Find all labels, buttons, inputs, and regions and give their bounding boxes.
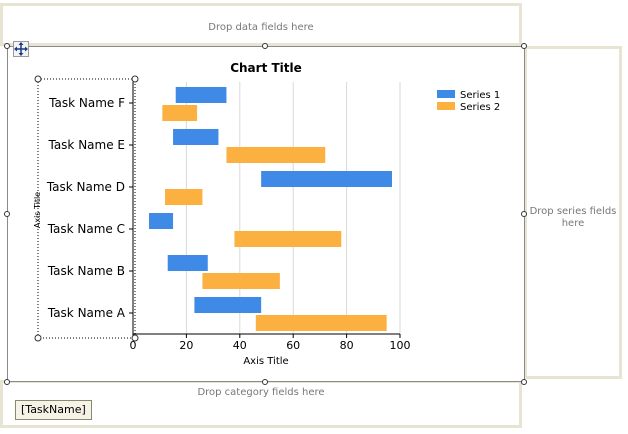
category-drop-zone-label: Drop category fields here xyxy=(197,387,325,398)
series-drop-zone[interactable]: Drop series fields here xyxy=(524,46,622,379)
resize-handle[interactable] xyxy=(521,379,527,385)
data-drop-zone-label: Drop data fields here xyxy=(208,22,314,33)
resize-handle[interactable] xyxy=(262,379,268,385)
series-drop-zone-label-line1: Drop series fields xyxy=(529,206,617,217)
series-drop-zone-label-line2: here xyxy=(561,218,585,229)
move-icon[interactable] xyxy=(13,41,29,57)
series-drop-zone-label: Drop series fields here xyxy=(527,206,619,230)
resize-handle[interactable] xyxy=(521,211,527,217)
resize-handle[interactable] xyxy=(521,43,527,49)
category-field-button[interactable]: [TaskName] xyxy=(15,400,92,420)
resize-handle[interactable] xyxy=(4,43,10,49)
chart-frame[interactable] xyxy=(7,46,525,382)
resize-handle[interactable] xyxy=(4,211,10,217)
resize-handle[interactable] xyxy=(262,43,268,49)
resize-handle[interactable] xyxy=(4,379,10,385)
data-drop-zone[interactable]: Drop data fields here xyxy=(0,3,522,46)
